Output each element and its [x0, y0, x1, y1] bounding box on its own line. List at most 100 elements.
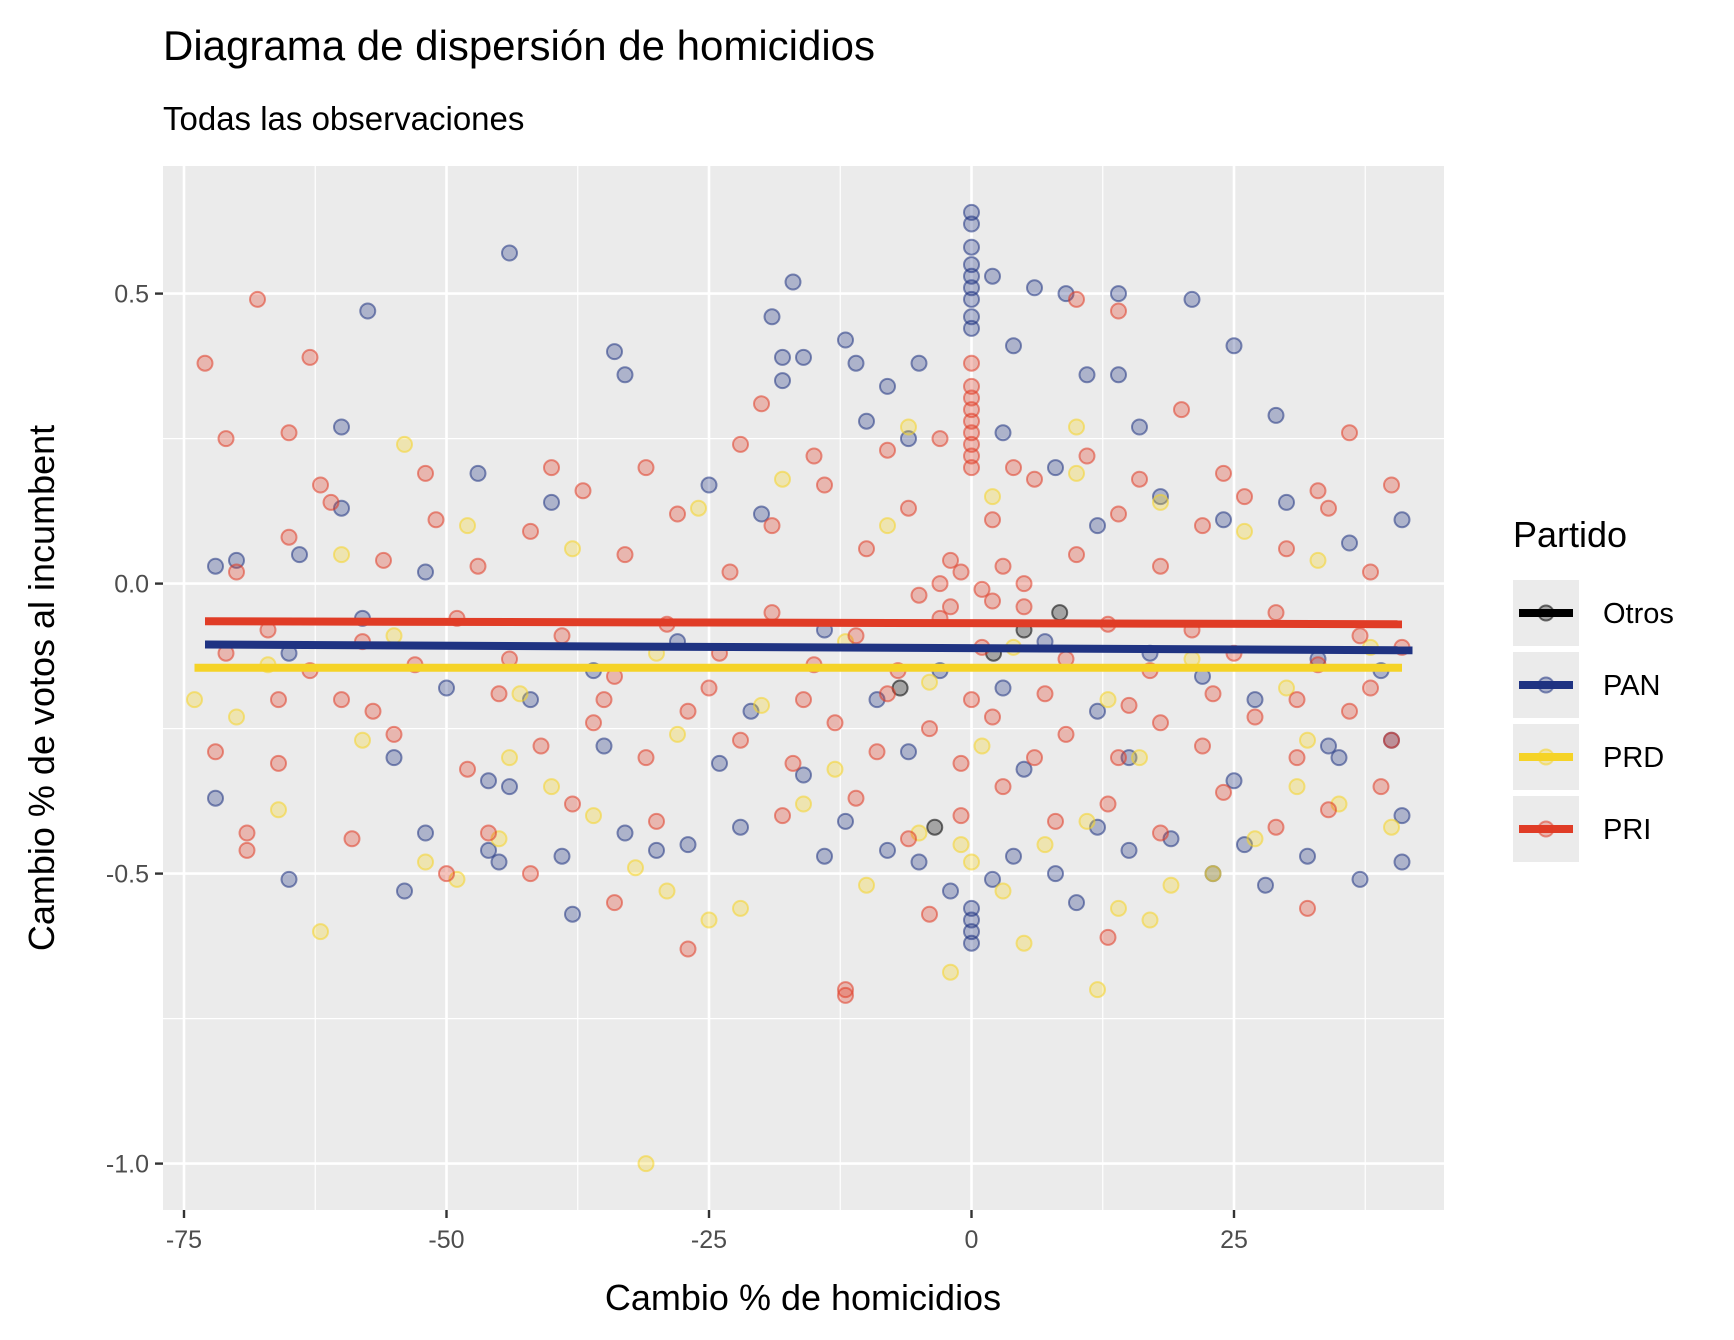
data-point-pan [732, 818, 749, 836]
data-point-prd [1131, 749, 1148, 767]
legend-point-otros [1537, 604, 1555, 622]
data-point-pan [1120, 841, 1138, 859]
y-axis-ticks: -1.0 -0.5 0.0 0.5 [106, 281, 163, 1179]
data-point-prd [879, 517, 896, 535]
data-point-prd [984, 488, 1001, 506]
data-point-pri [1236, 488, 1253, 506]
legend-label-pan: PAN [1603, 670, 1660, 702]
data-point-pan [994, 679, 1012, 697]
data-point-pri [543, 459, 560, 477]
data-point-pan [1246, 691, 1264, 709]
data-point-prd [1299, 731, 1316, 749]
data-point-pan [847, 354, 865, 372]
data-points [186, 203, 1411, 1173]
data-point-pri [1299, 899, 1316, 917]
data-point-pri [637, 749, 655, 767]
data-point-pri [984, 708, 1001, 726]
data-point-pri [847, 789, 865, 807]
data-point-pri [459, 760, 476, 778]
data-point-pan [359, 302, 377, 320]
data-point-pri [1152, 824, 1169, 842]
data-point-pri [984, 592, 1001, 610]
legend-label-prd: PRD [1603, 742, 1664, 774]
data-point-prd [1015, 934, 1033, 952]
data-point-pri [963, 424, 980, 442]
data-point-pan [1089, 517, 1106, 535]
fit-line-pan [204, 640, 1413, 655]
data-point-prd [795, 795, 812, 813]
data-point-pri [1078, 447, 1096, 465]
data-point-pri [784, 754, 802, 772]
data-point-pri [417, 464, 434, 482]
data-point-pri [375, 551, 392, 569]
data-point-prd [1246, 830, 1264, 848]
data-point-pan [1393, 807, 1411, 825]
legend-label-otros: Otros [1603, 598, 1674, 630]
data-point-prd [1288, 778, 1306, 796]
data-point-pan [774, 372, 791, 390]
x-tick-label: 25 [1220, 1226, 1248, 1254]
data-point-pan [1005, 847, 1022, 865]
x-tick-label: -75 [166, 1226, 202, 1254]
data-point-pan [774, 348, 791, 366]
data-point-pan [543, 493, 560, 511]
data-point-prd [270, 801, 287, 819]
data-point-pri [1383, 731, 1400, 749]
data-point-pan [1026, 279, 1043, 297]
data-point-pri [1341, 702, 1358, 720]
legend-label-pri: PRI [1603, 814, 1651, 846]
data-point-pri [553, 627, 571, 645]
data-point-pan [900, 430, 917, 448]
data-point-pan [291, 546, 308, 564]
data-point-pan [963, 256, 980, 274]
data-point-pan [963, 923, 980, 941]
data-point-pri [585, 714, 602, 732]
data-point-prd [333, 546, 350, 564]
data-point-pri [837, 986, 854, 1004]
data-point-pri [837, 981, 854, 999]
data-point-pan [795, 348, 812, 366]
data-point-pan [228, 551, 245, 569]
data-point-pri [228, 563, 245, 581]
y-tick-label: -0.5 [106, 861, 149, 889]
data-point-pan [1005, 337, 1022, 355]
data-point-prd [1068, 464, 1085, 482]
fit-lines [194, 617, 1413, 672]
data-point-pan [1225, 337, 1243, 355]
data-point-prd [858, 876, 875, 894]
legend-point-pan [1537, 676, 1555, 694]
data-point-pri [984, 511, 1001, 529]
data-point-pan [753, 505, 770, 523]
data-point-pan [207, 557, 224, 575]
y-axis-title: Cambio % de votos al incumbent [21, 425, 62, 951]
data-point-pri [1383, 476, 1400, 494]
legend-title: Partido [1513, 514, 1627, 555]
data-point-pan [1341, 534, 1358, 552]
data-point-pri [900, 830, 917, 848]
data-point-pri [364, 702, 382, 720]
legend-keys: Otros PAN PRD PRI [1513, 580, 1674, 862]
data-point-prd [543, 778, 560, 796]
data-point-prd [1141, 911, 1159, 929]
data-point-pri [238, 841, 256, 859]
data-point-pri [963, 354, 980, 372]
data-point-prd [1309, 551, 1327, 569]
data-point-pri [963, 377, 980, 395]
data-point-prd [627, 859, 644, 877]
data-point-pan [1110, 366, 1127, 384]
data-point-prd [732, 899, 749, 917]
data-point-pri [721, 563, 739, 581]
data-point-prd [501, 749, 518, 767]
fit-line-pri [204, 617, 1403, 629]
data-point-pri [679, 702, 697, 720]
data-point-pan [480, 841, 497, 859]
data-point-pri [669, 505, 686, 523]
data-point-pan [942, 882, 959, 900]
data-point-pri [249, 290, 266, 308]
data-point-pri [994, 557, 1012, 575]
data-point-pan [333, 418, 350, 436]
data-point-pri [1320, 499, 1337, 517]
data-point-pri [973, 580, 991, 598]
data-point-pan [396, 882, 413, 900]
